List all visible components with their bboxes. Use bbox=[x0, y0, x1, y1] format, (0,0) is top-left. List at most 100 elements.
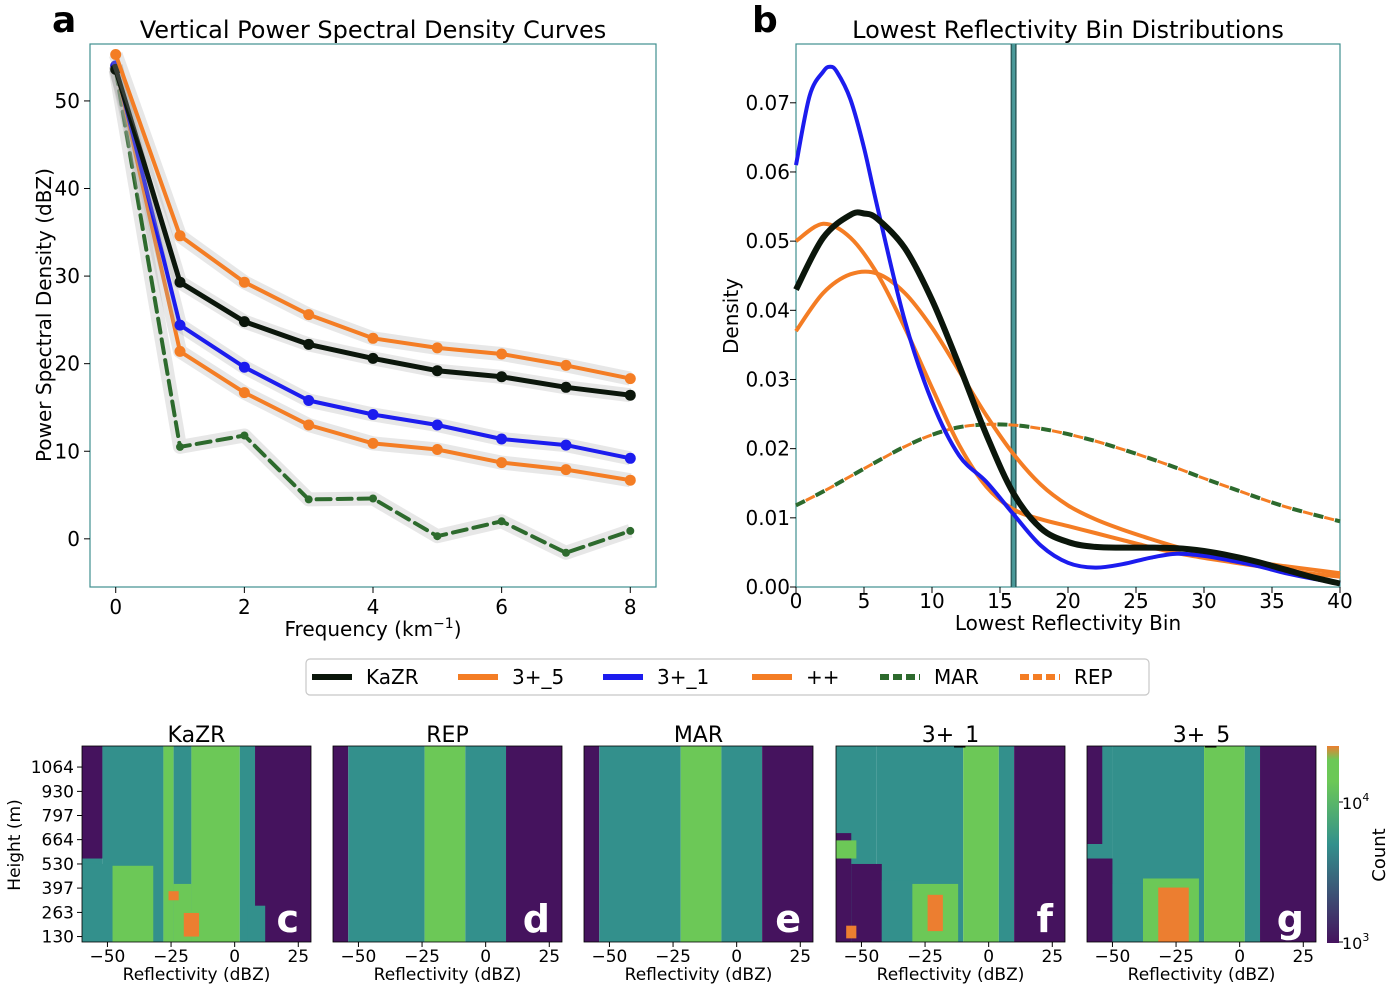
heatmap-xlabel: Reflectivity (dBZ) bbox=[123, 965, 271, 985]
panel-a-marker bbox=[626, 526, 635, 535]
panel-a-marker bbox=[367, 409, 379, 420]
panel-a-marker bbox=[367, 352, 379, 364]
heatmap-patch bbox=[1087, 858, 1113, 942]
panel-a-xtick-label: 6 bbox=[495, 595, 508, 619]
panel-a-ytick-label: 30 bbox=[55, 264, 80, 288]
panel-a-marker bbox=[174, 230, 186, 242]
heatmap-patch bbox=[168, 891, 179, 901]
heatmap-patch bbox=[836, 840, 857, 859]
heatmap-title: 3+_5 bbox=[1173, 723, 1230, 748]
heatmap-patch bbox=[846, 925, 857, 939]
heatmap-panel-letter: d bbox=[523, 897, 550, 941]
panel-a-marker bbox=[560, 359, 572, 371]
panel-a-marker bbox=[174, 276, 186, 288]
heatmap-patch bbox=[1158, 887, 1189, 942]
heatmap-xlabel: Reflectivity (dBZ) bbox=[625, 965, 773, 985]
panel-a-marker bbox=[238, 276, 250, 288]
panel-b-ytick-label: 0.06 bbox=[745, 160, 790, 184]
heatmap-ytick-label: 797 bbox=[42, 807, 74, 827]
heatmap-xtick-label: 25 bbox=[538, 947, 560, 967]
legend-label: KaZR bbox=[366, 665, 419, 689]
heatmap-band bbox=[963, 746, 999, 942]
heatmap-patch bbox=[112, 865, 154, 942]
heatmap-patch bbox=[82, 863, 113, 942]
panel-a-xlabel: Frequency (km−1) bbox=[285, 616, 462, 641]
heatmap-band bbox=[424, 746, 466, 942]
panel-a-marker bbox=[174, 345, 186, 357]
heatmap-panel-c: KaZR c −50 −25 0 25 Reflectivity (dBZ) 130 263 39… bbox=[5, 723, 312, 985]
heatmap-ytick-label: 664 bbox=[42, 831, 74, 851]
heatmap-ytick-label: 530 bbox=[42, 855, 74, 875]
panel-a-xtick-label: 2 bbox=[238, 595, 251, 619]
panel-a-marker bbox=[431, 365, 443, 377]
heatmap-panel-letter: e bbox=[775, 897, 801, 941]
panel-a-marker bbox=[303, 395, 315, 406]
panel-b-ytick-label: 0.04 bbox=[745, 298, 790, 322]
panel-b-xtick-label: 30 bbox=[1191, 589, 1216, 613]
panel-a-marker bbox=[367, 332, 379, 344]
heatmap-panel-letter: c bbox=[276, 897, 299, 941]
panel-a-marker bbox=[367, 437, 379, 449]
colorbar-label: Count bbox=[1369, 828, 1390, 881]
panel-b-series-line-kazr bbox=[793, 209, 1341, 587]
panel-b-distributions: 0 5 10 15 20 25 30 35 40 0.00 0.01 0.02 0.03 0.04 0.0… bbox=[719, 0, 1353, 635]
heatmap-xtick-label: 0 bbox=[229, 947, 240, 967]
heatmap-ytick-label: 263 bbox=[42, 903, 74, 923]
panel-a-marker bbox=[560, 464, 572, 476]
panel-b-ytick-label: 0.00 bbox=[745, 575, 790, 599]
heatmap-band bbox=[599, 746, 681, 942]
panel-a-marker bbox=[496, 457, 508, 469]
heatmap-title: REP bbox=[426, 723, 468, 748]
heatmap-patch bbox=[927, 894, 943, 932]
panel-b-title: Lowest Reflectivity Bin Distributions bbox=[852, 16, 1284, 44]
panel-a-marker bbox=[176, 442, 184, 451]
heatmap-ytick-label: 397 bbox=[42, 879, 74, 899]
heatmap-frame bbox=[81, 745, 312, 943]
panel-a-marker bbox=[238, 361, 250, 373]
panel-a-ylabel: Power Spectral Density (dBZ) bbox=[32, 168, 56, 462]
panel-b-ytick-label: 0.07 bbox=[745, 91, 790, 115]
colorbar-gradient bbox=[1327, 746, 1339, 943]
heatmap-band bbox=[998, 746, 1015, 942]
panel-b-series-line-mar bbox=[795, 422, 1341, 524]
heatmap-band bbox=[1260, 746, 1316, 942]
heatmap-panel-d: REP d −50 −25 0 25 Reflectivity (dBZ) bbox=[332, 723, 563, 985]
panel-a-xtick-label: 8 bbox=[624, 595, 637, 619]
panel-a-marker bbox=[238, 316, 250, 328]
heatmap-xtick-label: −25 bbox=[907, 947, 943, 967]
heatmap-patch bbox=[1087, 746, 1103, 844]
panel-b-xtick-label: 15 bbox=[987, 589, 1012, 613]
heatmap-frame bbox=[835, 745, 1066, 943]
heatmap-xtick-label: 25 bbox=[1041, 947, 1063, 967]
panel-a-marker bbox=[560, 439, 572, 451]
heatmap-band bbox=[721, 746, 763, 942]
legend-label: REP bbox=[1074, 665, 1113, 689]
panel-b-series-line-rep bbox=[795, 422, 1341, 523]
panel-a-marker bbox=[110, 49, 122, 60]
heatmap-band bbox=[333, 746, 349, 942]
heatmap-patch bbox=[881, 880, 913, 942]
heatmap-xtick-label: −50 bbox=[1094, 947, 1130, 967]
heatmap-xtick-label: −25 bbox=[153, 947, 189, 967]
heatmap-panel-e: MAR e −50 −25 0 25 Reflectivity (dBZ) bbox=[583, 723, 814, 985]
heatmap-title: MAR bbox=[674, 723, 723, 748]
legend-label: 3+_1 bbox=[657, 665, 709, 689]
legend: KaZR 3+_5 3+_1 ++ MAR REP bbox=[305, 658, 1150, 696]
heatmap-xtick-label: 0 bbox=[1234, 947, 1245, 967]
panel-b-ytick-label: 0.01 bbox=[745, 506, 790, 530]
heatmap-xtick-label: 25 bbox=[789, 947, 811, 967]
heatmap-band bbox=[584, 746, 600, 942]
heatmap-band bbox=[191, 746, 240, 942]
heatmap-band bbox=[239, 746, 256, 942]
panel-a-marker bbox=[497, 517, 506, 526]
heatmap-band bbox=[1014, 746, 1065, 942]
panel-a-ytick-label: 20 bbox=[55, 352, 80, 376]
panel-b-frame bbox=[795, 43, 1341, 588]
panel-a-marker bbox=[303, 338, 315, 350]
panel-b-series-line-3-1 bbox=[794, 64, 1341, 586]
panel-a-marker bbox=[496, 433, 508, 445]
panel-a-ytick-label: 40 bbox=[55, 177, 80, 201]
panel-b-xtick-label: 35 bbox=[1259, 589, 1284, 613]
panel-a-ytick-label: 10 bbox=[55, 439, 80, 463]
